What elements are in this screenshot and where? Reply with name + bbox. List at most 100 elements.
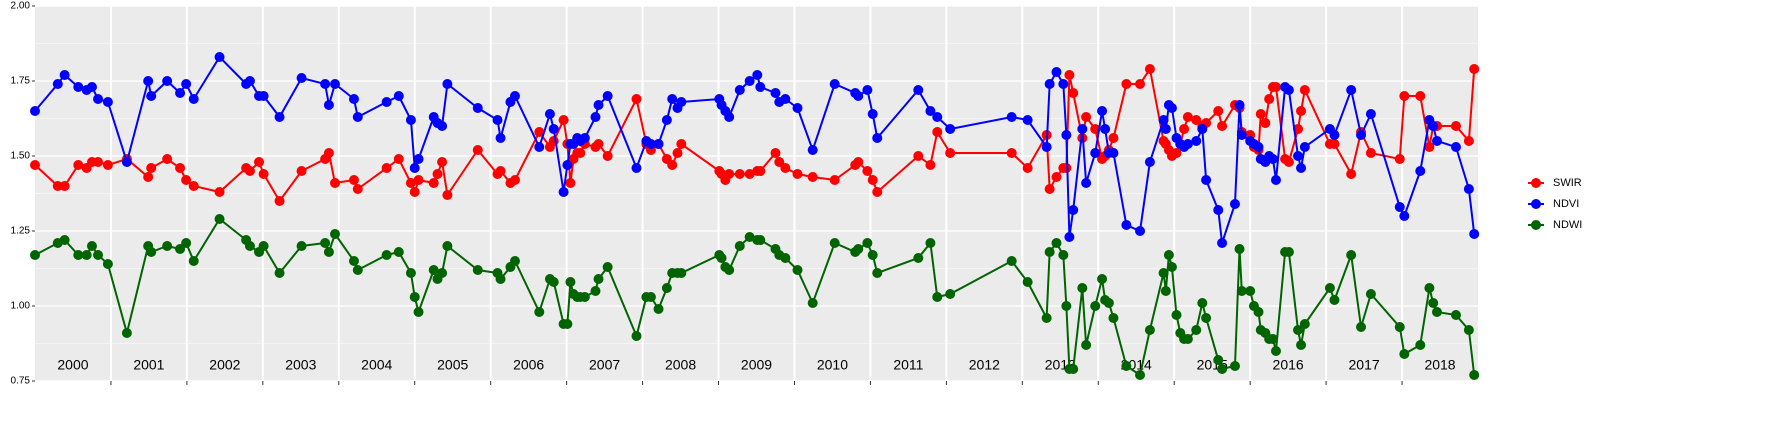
data-point	[1191, 136, 1202, 146]
data-point	[1463, 136, 1474, 146]
data-point	[52, 181, 63, 191]
data-point	[428, 178, 439, 188]
data-point	[1081, 112, 1092, 122]
data-point	[558, 187, 569, 197]
data-point	[1077, 124, 1088, 134]
data-point	[59, 70, 70, 80]
data-point	[437, 157, 448, 167]
data-point	[1469, 64, 1480, 74]
data-point	[579, 133, 590, 143]
data-point	[1182, 334, 1193, 344]
data-point	[1068, 364, 1079, 374]
year-label: 2007	[589, 357, 620, 373]
data-point	[1044, 79, 1055, 89]
data-point	[442, 79, 453, 89]
data-point	[1365, 109, 1376, 119]
year-label: 2003	[285, 357, 316, 373]
data-point	[1365, 289, 1376, 299]
legend-key	[1531, 220, 1541, 230]
data-point	[323, 100, 334, 110]
data-point	[1201, 313, 1212, 323]
data-point	[945, 148, 956, 158]
data-point	[672, 148, 683, 158]
data-point	[1100, 124, 1111, 134]
data-point	[602, 91, 613, 101]
data-point	[734, 169, 745, 179]
data-point	[1293, 325, 1304, 335]
data-point	[534, 142, 545, 152]
data-point	[1022, 277, 1033, 287]
data-point	[1081, 340, 1092, 350]
data-point	[724, 265, 735, 275]
data-point	[175, 88, 186, 98]
data-point	[1450, 121, 1461, 131]
data-point	[1108, 133, 1119, 143]
data-point	[807, 145, 818, 155]
data-point	[925, 106, 936, 116]
data-point	[565, 277, 576, 287]
data-point	[1006, 256, 1017, 266]
year-label: 2004	[361, 357, 392, 373]
data-point	[867, 175, 878, 185]
data-point	[188, 94, 199, 104]
legend-label: SWIR	[1553, 177, 1582, 189]
data-point	[162, 241, 173, 251]
data-point	[348, 256, 359, 266]
data-point	[1108, 313, 1119, 323]
data-point	[352, 184, 363, 194]
data-point	[1431, 307, 1442, 317]
data-point	[734, 241, 745, 251]
data-point	[774, 157, 785, 167]
data-point	[1264, 94, 1275, 104]
data-point	[645, 292, 656, 302]
data-point	[1144, 64, 1155, 74]
data-point	[1293, 151, 1304, 161]
data-point	[274, 196, 285, 206]
data-point	[631, 94, 642, 104]
data-point	[853, 91, 864, 101]
data-point	[744, 76, 755, 86]
data-point	[146, 91, 157, 101]
data-point	[1097, 274, 1108, 284]
data-point	[1051, 238, 1062, 248]
data-point	[593, 139, 604, 149]
data-point	[1135, 370, 1146, 380]
data-point	[1217, 238, 1228, 248]
data-point	[862, 85, 873, 95]
data-point	[562, 160, 573, 170]
data-point	[30, 106, 40, 116]
data-point	[744, 232, 755, 242]
year-label: 2017	[1349, 357, 1380, 373]
data-point	[393, 154, 404, 164]
data-point	[1229, 199, 1240, 209]
data-point	[1064, 232, 1075, 242]
data-point	[437, 268, 448, 278]
data-point	[59, 181, 70, 191]
data-point	[1236, 286, 1247, 296]
data-point	[258, 169, 269, 179]
data-point	[1171, 148, 1182, 158]
data-point	[1463, 184, 1474, 194]
data-point	[653, 139, 664, 149]
data-point	[296, 73, 307, 83]
data-point	[780, 253, 791, 263]
data-point	[653, 304, 664, 314]
data-point	[1217, 364, 1228, 374]
data-point	[381, 163, 392, 173]
data-point	[1097, 106, 1108, 116]
data-point	[872, 268, 883, 278]
data-point	[1041, 313, 1052, 323]
data-point	[1197, 298, 1208, 308]
data-point	[925, 238, 936, 248]
data-point	[1253, 142, 1264, 152]
data-point	[676, 139, 687, 149]
data-point	[1270, 346, 1281, 356]
data-point	[244, 76, 255, 86]
data-point	[1450, 142, 1461, 152]
data-point	[1283, 85, 1294, 95]
year-label: 2006	[513, 357, 544, 373]
data-point	[274, 268, 285, 278]
data-point	[405, 115, 416, 125]
year-label: 2002	[209, 357, 240, 373]
